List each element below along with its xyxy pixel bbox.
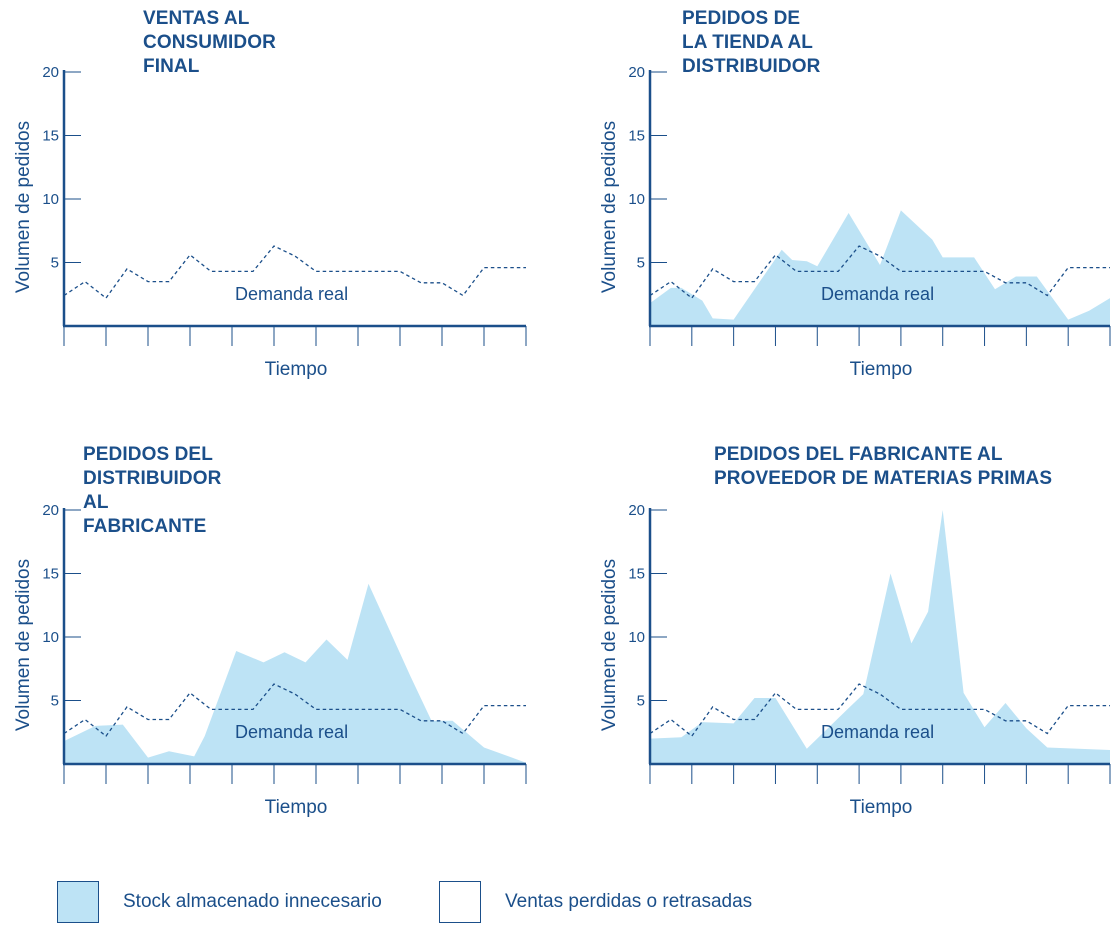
demand-annotation: Demanda real — [235, 722, 348, 742]
chart-1: 5 10 15 20 Demanda real Tiempo Volumen de pedi… — [13, 64, 527, 380]
legend-swatch-empty — [439, 881, 481, 923]
y-tick-label: 5 — [51, 255, 59, 272]
y-axis-label: Volumen de pedidos — [13, 559, 34, 731]
y-tick-label: 10 — [628, 191, 645, 208]
stock-area — [650, 510, 1110, 764]
legend-label: Ventas perdidas o retrasadas — [505, 891, 753, 912]
chart-4: 5 10 15 20 Demanda real Tiempo Volumen de pedi… — [599, 502, 1111, 818]
chart-title: PEDIDOS DEL DISTRIBUIDOR AL FABRICANTE — [83, 444, 222, 537]
demand-annotation: Demanda real — [821, 722, 934, 742]
x-axis-label: Tiempo — [265, 359, 328, 380]
y-tick-label: 15 — [42, 128, 59, 145]
y-tick-label: 15 — [628, 566, 645, 583]
stock-area — [64, 583, 526, 764]
x-axis-label: Tiempo — [850, 359, 913, 380]
chart-title: VENTAS AL CONSUMIDOR FINAL — [143, 8, 276, 77]
demand-line — [63, 683, 526, 738]
legend-swatch-filled — [57, 881, 99, 923]
y-axis-label: Volumen de pedidos — [599, 559, 620, 731]
demand-annotation: Demanda real — [235, 284, 348, 304]
stock-area — [650, 210, 1110, 326]
legend-item-lost-sales: Ventas perdidas o retrasadas — [439, 881, 752, 923]
y-tick-label: 20 — [628, 502, 645, 519]
y-tick-label: 10 — [42, 629, 59, 646]
chart-title: PEDIDOS DEL FABRICANTE AL PROVEEDOR DE M… — [714, 444, 1053, 489]
chart-2: 5 10 15 20 Demanda real Tiempo Volumen de pedi… — [599, 64, 1111, 380]
y-tick-label: 5 — [637, 693, 645, 710]
y-axis-label: Volumen de pedidos — [599, 121, 620, 293]
x-axis-label: Tiempo — [850, 797, 913, 818]
y-tick-label: 10 — [42, 191, 59, 208]
demand-line — [649, 683, 1110, 738]
y-tick-label: 20 — [42, 64, 59, 81]
y-tick-label: 5 — [637, 255, 645, 272]
legend-label: Stock almacenado innecesario — [123, 891, 382, 912]
chart-title: PEDIDOS DE LA TIENDA AL DISTRIBUIDOR — [682, 8, 821, 77]
y-tick-label: 20 — [628, 64, 645, 81]
x-axis-label: Tiempo — [265, 797, 328, 818]
demand-annotation: Demanda real — [821, 284, 934, 304]
y-tick-label: 20 — [42, 502, 59, 519]
y-axis-label: Volumen de pedidos — [13, 121, 34, 293]
y-tick-label: 10 — [628, 629, 645, 646]
legend-item-stock: Stock almacenado innecesario — [57, 881, 382, 923]
chart-3: 5 10 15 20 Demanda real Tiempo Volumen de pedi… — [13, 502, 527, 818]
demand-line — [63, 245, 526, 300]
y-tick-label: 15 — [628, 128, 645, 145]
y-tick-label: 15 — [42, 566, 59, 583]
y-tick-label: 5 — [51, 693, 59, 710]
